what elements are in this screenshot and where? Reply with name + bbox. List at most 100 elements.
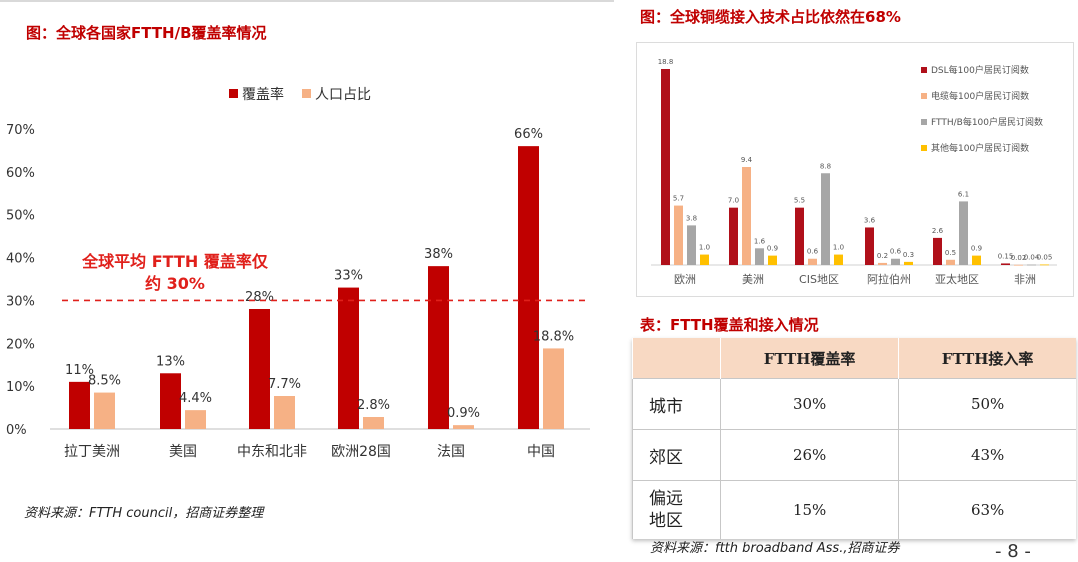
table-row-label: 偏远 地区 bbox=[632, 480, 721, 539]
y-tick-label: 0% bbox=[6, 423, 27, 438]
y-tick-label: 50% bbox=[6, 209, 35, 224]
table-cell-access: 63% bbox=[898, 480, 1076, 539]
y-tick-label: 30% bbox=[6, 294, 35, 309]
bar-population bbox=[185, 410, 206, 429]
x-tick-label: 亚太地区 bbox=[935, 273, 979, 286]
bar-cable bbox=[946, 259, 955, 265]
legend-label-ftth: FTTH/B每100户居民订阅数 bbox=[931, 116, 1043, 128]
bar-label-cable: 5.7 bbox=[673, 195, 684, 203]
average-annotation-line2: 约 30% bbox=[145, 274, 205, 293]
bar-label-population: 4.4% bbox=[179, 391, 212, 406]
x-tick-label: 欧洲 bbox=[674, 273, 696, 286]
bar-dsl bbox=[865, 227, 874, 265]
bar-dsl bbox=[729, 207, 738, 265]
bar-label-population: 18.8% bbox=[533, 329, 574, 344]
bar-population bbox=[363, 417, 384, 429]
bar-ftth bbox=[687, 225, 696, 265]
bar-label-dsl: 0.15 bbox=[998, 252, 1014, 260]
bar-coverage bbox=[249, 309, 270, 429]
right-source-note: 资料来源：ftth broadband Ass.,招商证券 bbox=[650, 541, 900, 556]
table-row-label: 城市 bbox=[632, 378, 721, 430]
x-tick-label: 法国 bbox=[437, 444, 465, 460]
bar-other bbox=[768, 255, 777, 265]
bar-ftth bbox=[1027, 264, 1036, 266]
bar-population bbox=[453, 425, 474, 429]
bar-cable bbox=[878, 262, 887, 265]
top-divider bbox=[0, 0, 614, 2]
bar-label-population: 8.5% bbox=[88, 374, 121, 389]
bar-label-other: 0.9 bbox=[767, 245, 778, 253]
x-tick-label: 美洲 bbox=[742, 273, 764, 286]
bar-ftth bbox=[959, 201, 968, 265]
table-row-label: 郊区 bbox=[632, 429, 721, 481]
x-tick-label: CIS地区 bbox=[799, 273, 839, 286]
right-chart-title: 图：全球铜缆接入技术占比依然在68% bbox=[640, 8, 901, 26]
bar-coverage bbox=[428, 266, 449, 429]
y-tick-label: 20% bbox=[6, 337, 35, 352]
bar-label-coverage: 13% bbox=[156, 354, 185, 369]
table-header-access: FTTH接入率 bbox=[898, 338, 1076, 379]
legend-label-coverage: 覆盖率 bbox=[242, 86, 284, 103]
bar-cable bbox=[674, 205, 683, 265]
bar-dsl bbox=[795, 207, 804, 265]
bar-other bbox=[904, 261, 913, 265]
table-row: 郊区 26% 43% bbox=[632, 429, 1076, 481]
bar-dsl bbox=[1001, 263, 1010, 265]
bar-other bbox=[834, 254, 843, 265]
bar-coverage bbox=[338, 287, 359, 429]
legend-swatch-dsl bbox=[921, 67, 927, 73]
bar-label-ftth: 3.8 bbox=[686, 214, 697, 222]
table-cell-access: 50% bbox=[898, 378, 1076, 430]
legend-label-dsl: DSL每100户居民订阅数 bbox=[931, 64, 1029, 76]
bar-label-dsl: 7.0 bbox=[728, 197, 739, 205]
bar-label-ftth: 8.8 bbox=[820, 162, 831, 170]
y-tick-label: 10% bbox=[6, 380, 35, 395]
bar-label-other: 0.9 bbox=[971, 245, 982, 253]
bar-ftth bbox=[755, 248, 764, 265]
bar-label-ftth: 0.6 bbox=[890, 248, 902, 256]
legend-label-other: 其他每100户居民订阅数 bbox=[931, 142, 1029, 154]
table-row: 城市 30% 50% bbox=[632, 378, 1076, 430]
bar-coverage bbox=[518, 146, 539, 429]
bar-label-population: 0.9% bbox=[447, 406, 480, 421]
bar-label-other: 0.05 bbox=[1037, 253, 1053, 261]
table-cell-coverage: 15% bbox=[719, 480, 899, 539]
bar-ftth bbox=[891, 258, 900, 265]
bar-ftth bbox=[821, 173, 830, 265]
legend-swatch-ftth bbox=[921, 119, 927, 125]
bar-dsl bbox=[933, 237, 942, 265]
table-cell-access: 43% bbox=[898, 429, 1076, 481]
legend-label-population: 人口占比 bbox=[315, 87, 371, 103]
average-annotation-line1: 全球平均 FTTH 覆盖率仅 bbox=[81, 252, 269, 271]
x-tick-label: 拉丁美洲 bbox=[64, 444, 120, 460]
legend-swatch-other bbox=[921, 145, 927, 151]
bar-cable bbox=[808, 258, 817, 265]
bar-label-ftth: 6.1 bbox=[958, 190, 969, 198]
bar-dsl bbox=[661, 69, 670, 265]
x-tick-label: 欧洲28国 bbox=[331, 444, 391, 460]
bar-label-cable: 9.4 bbox=[741, 156, 753, 164]
bar-other bbox=[700, 254, 709, 265]
bar-label-population: 2.8% bbox=[357, 398, 390, 413]
x-tick-label: 阿拉伯州 bbox=[867, 272, 911, 286]
table-header-coverage: FTTH覆盖率 bbox=[719, 338, 899, 379]
bar-cable bbox=[742, 167, 751, 265]
ftth-table: FTTH覆盖率 FTTH接入率 城市 30% 50% 郊区 26% 43% 偏远… bbox=[632, 338, 1076, 539]
bar-label-dsl: 18.8 bbox=[658, 58, 674, 66]
table-title: 表：FTTH覆盖和接入情况 bbox=[640, 316, 819, 334]
bar-label-dsl: 2.6 bbox=[932, 227, 944, 235]
bar-population bbox=[274, 396, 295, 429]
table-header-row: FTTH覆盖率 FTTH接入率 bbox=[632, 338, 1076, 379]
left-chart-title: 图：全球各国家FTTH/B覆盖率情况 bbox=[26, 24, 267, 42]
bar-label-dsl: 5.5 bbox=[794, 197, 805, 205]
bar-label-cable: 0.2 bbox=[877, 252, 888, 260]
bar-coverage bbox=[69, 381, 90, 429]
bar-label-other: 0.3 bbox=[903, 251, 914, 259]
x-tick-label: 非洲 bbox=[1014, 273, 1036, 286]
bar-label-coverage: 11% bbox=[65, 363, 94, 378]
bar-label-population: 7.7% bbox=[268, 377, 301, 392]
y-tick-label: 60% bbox=[6, 166, 35, 181]
left-source-note: 资料来源：FTTH council，招商证券整理 bbox=[24, 506, 264, 521]
bar-population bbox=[543, 348, 564, 429]
x-tick-label: 中国 bbox=[527, 444, 555, 460]
